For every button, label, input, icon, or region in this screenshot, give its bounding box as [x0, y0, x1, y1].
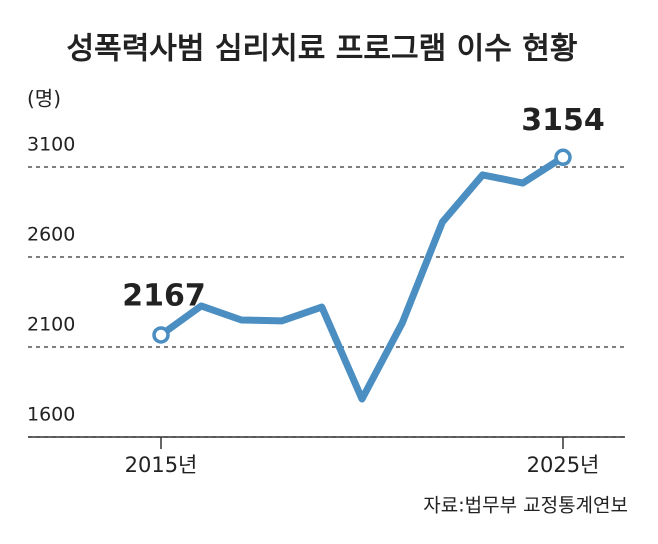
y-tick-label: 1600 — [27, 404, 75, 426]
y-tick-label: 3100 — [27, 134, 75, 156]
value-label: 3154 — [521, 103, 605, 138]
series-line — [158, 154, 565, 403]
end-point — [152, 326, 170, 344]
end-point — [554, 148, 572, 167]
x-tick-label: 2015년 — [125, 453, 198, 477]
chart-title: 성폭력사범 심리치료 프로그램 이수 현황 — [67, 32, 578, 67]
y-tick-label: 2600 — [27, 224, 75, 246]
y-tick-label: 2100 — [27, 314, 75, 336]
y-unit: (명) — [27, 87, 61, 111]
x-tick-label: 2025년 — [527, 453, 600, 477]
value-label: 2167 — [122, 278, 206, 313]
source: 자료:법무부 교정통계연보 — [423, 495, 628, 517]
